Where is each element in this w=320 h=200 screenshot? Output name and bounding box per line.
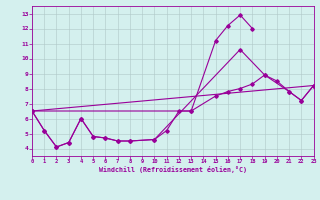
X-axis label: Windchill (Refroidissement éolien,°C): Windchill (Refroidissement éolien,°C) bbox=[99, 166, 247, 173]
